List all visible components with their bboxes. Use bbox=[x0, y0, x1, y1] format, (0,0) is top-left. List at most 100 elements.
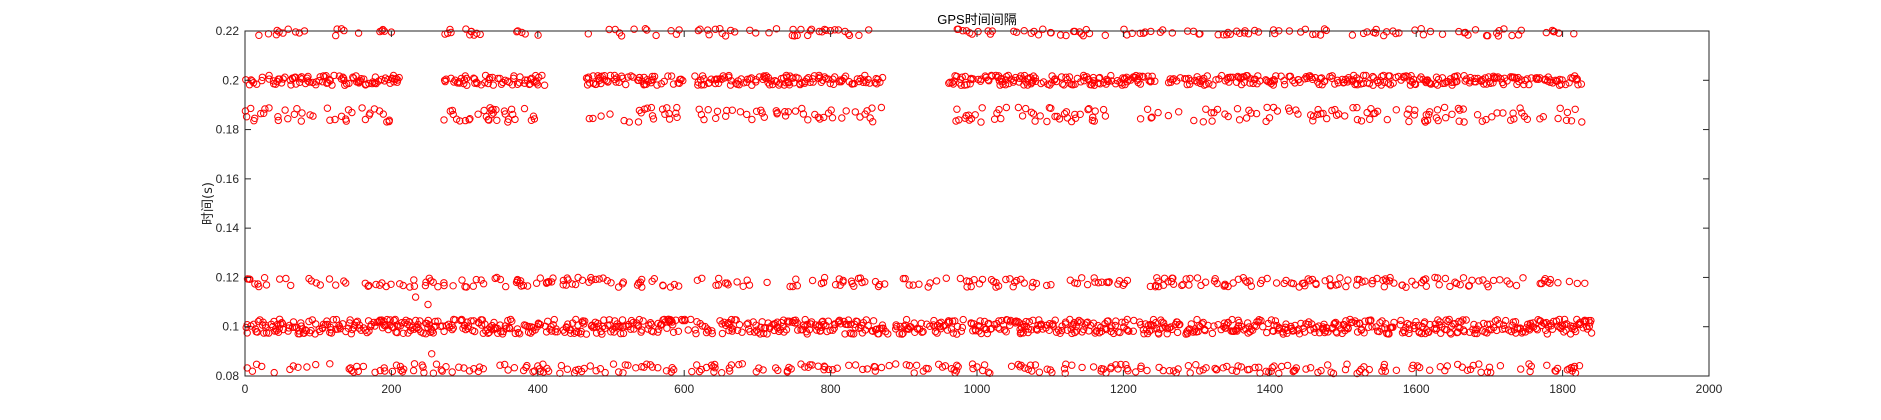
data-point bbox=[684, 326, 692, 334]
data-point bbox=[729, 325, 737, 333]
data-point bbox=[1002, 275, 1010, 284]
data-point bbox=[480, 106, 488, 115]
data-point bbox=[1229, 279, 1237, 287]
data-point bbox=[831, 26, 839, 34]
data-point bbox=[1021, 364, 1029, 372]
data-point bbox=[514, 328, 522, 337]
data-point bbox=[1510, 73, 1519, 82]
data-point bbox=[660, 77, 668, 86]
data-point bbox=[1052, 328, 1061, 336]
data-point bbox=[619, 278, 628, 286]
data-point bbox=[243, 329, 251, 337]
data-point bbox=[816, 115, 824, 123]
data-point bbox=[493, 273, 501, 282]
data-point bbox=[253, 80, 261, 88]
data-point bbox=[508, 317, 516, 325]
data-point bbox=[312, 279, 320, 287]
data-point bbox=[255, 282, 263, 291]
data-point bbox=[672, 109, 680, 117]
data-point bbox=[1164, 111, 1173, 120]
data-point bbox=[465, 116, 473, 124]
data-point bbox=[1517, 365, 1525, 373]
data-point bbox=[820, 273, 829, 282]
data-point bbox=[1363, 108, 1371, 117]
data-point bbox=[1182, 275, 1190, 283]
data-point bbox=[1304, 275, 1312, 283]
data-point bbox=[953, 361, 961, 369]
data-point bbox=[1289, 76, 1297, 85]
data-point bbox=[312, 320, 320, 328]
data-point bbox=[1242, 114, 1251, 122]
data-point bbox=[1417, 329, 1426, 338]
data-point bbox=[1270, 362, 1278, 370]
y-tick-label: 0.14 bbox=[216, 221, 240, 235]
data-point bbox=[878, 73, 887, 82]
data-point bbox=[1528, 322, 1536, 330]
data-point bbox=[1323, 114, 1331, 123]
data-point bbox=[1295, 330, 1304, 338]
data-point bbox=[1555, 29, 1563, 37]
data-point bbox=[242, 113, 251, 121]
data-point bbox=[1043, 117, 1051, 126]
data-point bbox=[1137, 362, 1145, 370]
data-point bbox=[395, 73, 403, 82]
data-point bbox=[262, 281, 271, 289]
data-point bbox=[650, 72, 659, 81]
data-point bbox=[1385, 277, 1394, 285]
data-point bbox=[1438, 30, 1447, 38]
data-point bbox=[1571, 105, 1579, 114]
data-point bbox=[727, 361, 736, 369]
data-point bbox=[735, 360, 743, 369]
data-point bbox=[892, 322, 901, 331]
data-point bbox=[1502, 316, 1510, 325]
data-point bbox=[506, 324, 514, 333]
data-point bbox=[601, 368, 609, 377]
data-point bbox=[1099, 365, 1108, 373]
data-point bbox=[700, 115, 708, 124]
data-point bbox=[995, 317, 1003, 325]
data-point bbox=[932, 277, 941, 285]
data-point bbox=[1107, 363, 1115, 371]
data-point bbox=[1224, 112, 1232, 121]
data-point bbox=[1389, 79, 1397, 87]
data-point bbox=[772, 364, 780, 372]
data-point bbox=[1493, 316, 1502, 324]
data-point bbox=[763, 278, 771, 287]
data-point bbox=[1138, 72, 1147, 81]
data-point bbox=[1078, 274, 1086, 282]
data-point bbox=[305, 78, 313, 86]
data-point bbox=[1327, 281, 1335, 289]
data-point bbox=[939, 322, 947, 330]
data-point bbox=[1411, 281, 1420, 289]
data-point bbox=[605, 316, 614, 324]
data-point bbox=[1000, 326, 1009, 334]
data-point bbox=[995, 105, 1003, 114]
data-point bbox=[1433, 274, 1442, 282]
data-point bbox=[1316, 31, 1325, 39]
data-point bbox=[1309, 112, 1318, 120]
data-point bbox=[410, 360, 419, 368]
data-point bbox=[584, 30, 592, 38]
data-point bbox=[863, 365, 871, 373]
axes: 0 200 400 600 800 1000 1200 1400 1600 1800 2000 0.0… bbox=[216, 24, 1723, 396]
data-point bbox=[746, 26, 754, 34]
data-point bbox=[969, 75, 977, 83]
data-point bbox=[994, 282, 1003, 290]
data-point bbox=[1563, 108, 1572, 117]
data-point bbox=[339, 73, 347, 81]
data-point bbox=[692, 329, 700, 338]
data-point bbox=[1357, 117, 1366, 125]
data-point bbox=[864, 75, 872, 84]
data-point bbox=[711, 360, 719, 369]
data-point bbox=[722, 112, 730, 120]
data-point bbox=[634, 118, 643, 126]
data-point bbox=[643, 104, 651, 112]
data-point bbox=[1375, 327, 1383, 336]
data-point bbox=[419, 329, 427, 337]
data-point bbox=[948, 78, 956, 87]
data-point bbox=[248, 367, 257, 375]
data-point bbox=[647, 103, 656, 112]
data-point bbox=[977, 118, 985, 126]
data-point bbox=[1095, 74, 1103, 82]
data-point bbox=[824, 317, 832, 325]
